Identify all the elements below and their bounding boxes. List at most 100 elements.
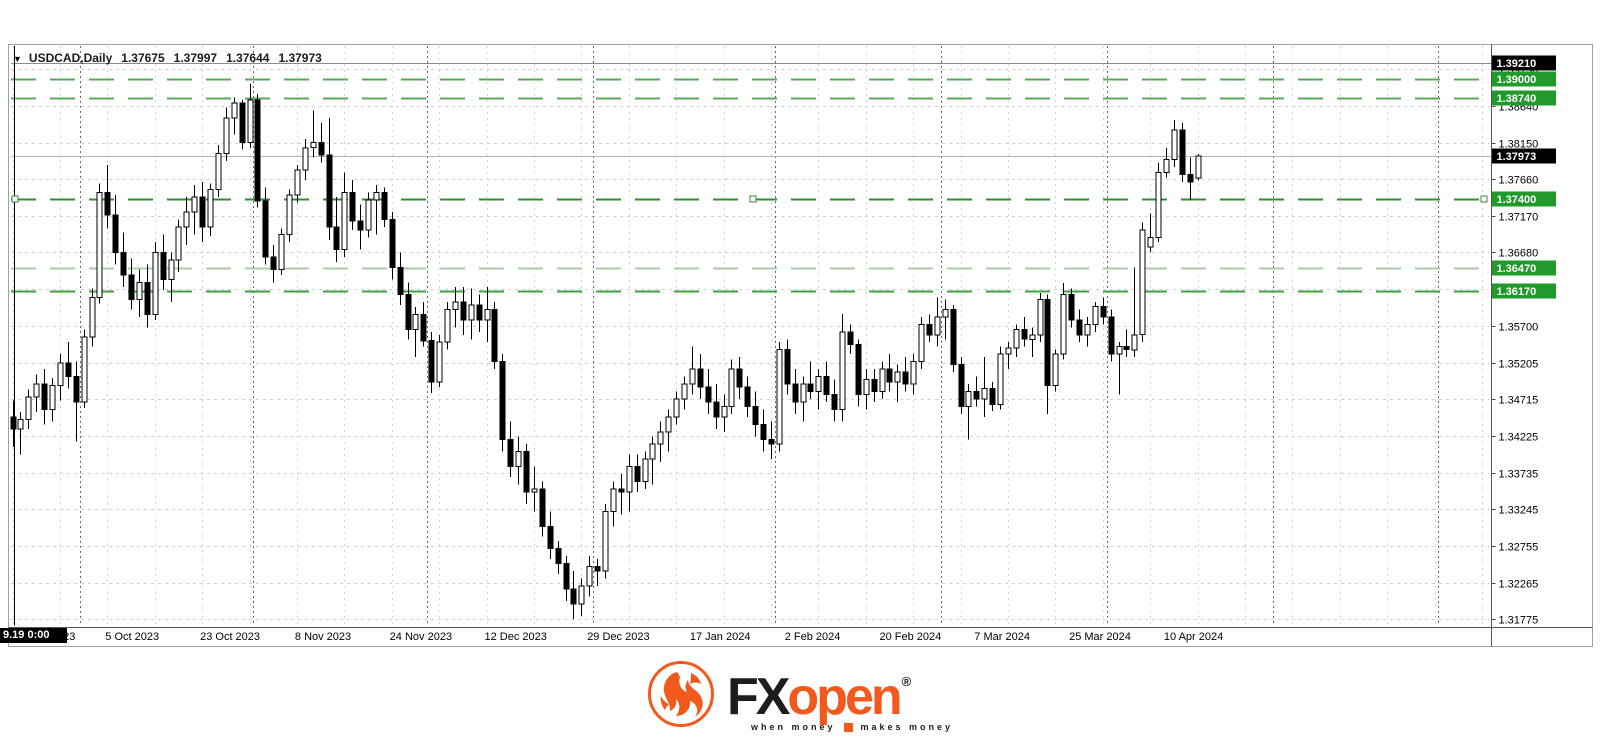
price-tick-label: 1.34225 bbox=[1499, 432, 1539, 444]
candle-body bbox=[1147, 237, 1154, 248]
candle-body bbox=[310, 142, 317, 149]
candle-body bbox=[950, 308, 957, 366]
candle-body bbox=[776, 349, 783, 445]
candle-body bbox=[96, 192, 103, 298]
candle-body bbox=[855, 344, 862, 396]
vline-time-label[interactable]: 9.19 0:00 bbox=[0, 628, 67, 643]
price-line-label-box bbox=[1492, 55, 1556, 71]
price-line-label: 1.38740 bbox=[1497, 93, 1537, 105]
line-handle[interactable] bbox=[749, 195, 757, 203]
candle-body bbox=[1100, 305, 1107, 318]
price-line-label-box bbox=[1492, 71, 1556, 87]
candle-body bbox=[1084, 323, 1091, 336]
price-line-label-box bbox=[1492, 191, 1556, 207]
candle-body bbox=[626, 465, 633, 493]
candle-body bbox=[397, 266, 404, 295]
candle-body bbox=[191, 196, 198, 213]
price-tick-label: 1.37170 bbox=[1499, 212, 1539, 224]
tagline-square-icon bbox=[843, 722, 853, 732]
candle-body bbox=[792, 383, 799, 403]
candle-body bbox=[649, 443, 656, 460]
candle-body bbox=[1187, 174, 1194, 183]
candle-body bbox=[989, 388, 996, 405]
candle-body bbox=[610, 488, 617, 512]
price-tick-label: 1.33735 bbox=[1499, 469, 1539, 481]
date-label: 8 Nov 2023 bbox=[295, 631, 351, 643]
candle-body bbox=[333, 226, 340, 250]
candle-body bbox=[17, 418, 24, 430]
candle-body bbox=[452, 301, 459, 310]
candle-body bbox=[578, 585, 585, 605]
candle-body bbox=[412, 314, 419, 331]
candle-body bbox=[207, 189, 214, 228]
candle-body bbox=[681, 383, 688, 400]
candle-body bbox=[128, 274, 135, 301]
candle-body bbox=[104, 192, 111, 216]
candle-body bbox=[160, 252, 167, 280]
candle-body bbox=[515, 451, 522, 467]
candle-body bbox=[1171, 129, 1178, 161]
candle-body bbox=[934, 316, 941, 336]
candle-body bbox=[1068, 293, 1075, 321]
date-label: 29 Dec 2023 bbox=[587, 631, 649, 643]
candle-body bbox=[223, 117, 230, 155]
price-tick-label: 1.36680 bbox=[1499, 248, 1539, 260]
candle-body bbox=[942, 308, 949, 318]
candle-body bbox=[744, 386, 751, 408]
price-line-label: 1.39000 bbox=[1497, 74, 1537, 86]
candle-body bbox=[41, 383, 48, 411]
candle-body bbox=[594, 566, 601, 572]
candle-body bbox=[112, 214, 119, 254]
candle-body bbox=[57, 362, 64, 387]
date-label: 7 Mar 2024 bbox=[974, 631, 1030, 643]
date-label: 12 Dec 2023 bbox=[485, 631, 547, 643]
candle-body bbox=[736, 368, 743, 388]
candle-body bbox=[563, 563, 570, 590]
candle-body bbox=[341, 192, 348, 251]
tagline-left: when money bbox=[750, 722, 836, 732]
logo-open-text: open bbox=[787, 668, 902, 726]
candle-body bbox=[152, 252, 159, 316]
price-tick-label: 1.35205 bbox=[1499, 359, 1539, 371]
price-line-label: 1.37973 bbox=[1497, 151, 1537, 163]
candle-body bbox=[175, 226, 182, 261]
candle-body bbox=[436, 341, 443, 383]
candles-layer bbox=[10, 84, 1202, 619]
candle-body bbox=[460, 301, 467, 321]
candle-body bbox=[760, 424, 767, 440]
candle-body bbox=[381, 192, 388, 221]
candle-body bbox=[539, 488, 546, 527]
line-handle[interactable] bbox=[11, 195, 19, 203]
candle-body bbox=[247, 99, 254, 143]
candle-body bbox=[89, 296, 96, 338]
candle-body bbox=[839, 331, 846, 411]
candle-body bbox=[863, 379, 870, 396]
line-handle[interactable] bbox=[1480, 195, 1488, 203]
candle-body bbox=[958, 364, 965, 408]
date-label: 20 Feb 2024 bbox=[880, 631, 942, 643]
candle-body bbox=[1179, 129, 1186, 176]
candle-body bbox=[547, 525, 554, 550]
candle-body bbox=[420, 314, 427, 342]
candle-body bbox=[33, 383, 40, 398]
candle-body bbox=[73, 376, 80, 403]
candle-body bbox=[365, 199, 372, 231]
price-line-label-box bbox=[1492, 90, 1556, 106]
candle-body bbox=[713, 401, 720, 418]
candle-body bbox=[294, 169, 301, 196]
candle-body bbox=[634, 465, 641, 482]
price-tick-label: 1.33245 bbox=[1499, 505, 1539, 517]
candle-body bbox=[136, 281, 143, 301]
candle-body bbox=[428, 340, 435, 383]
candle-body bbox=[199, 196, 206, 228]
candle-body bbox=[231, 102, 238, 119]
candle-body bbox=[847, 331, 854, 345]
fxopen-wordmark: FXopen ® bbox=[727, 658, 953, 723]
logo-tagline: when money makes money bbox=[751, 722, 953, 732]
candle-body bbox=[484, 308, 491, 321]
candle-body bbox=[49, 385, 56, 411]
collapse-arrow-icon[interactable]: ▼ bbox=[13, 54, 22, 64]
symbol-period-label: USDCAD,Daily bbox=[28, 51, 113, 65]
candle-body bbox=[1052, 353, 1059, 387]
